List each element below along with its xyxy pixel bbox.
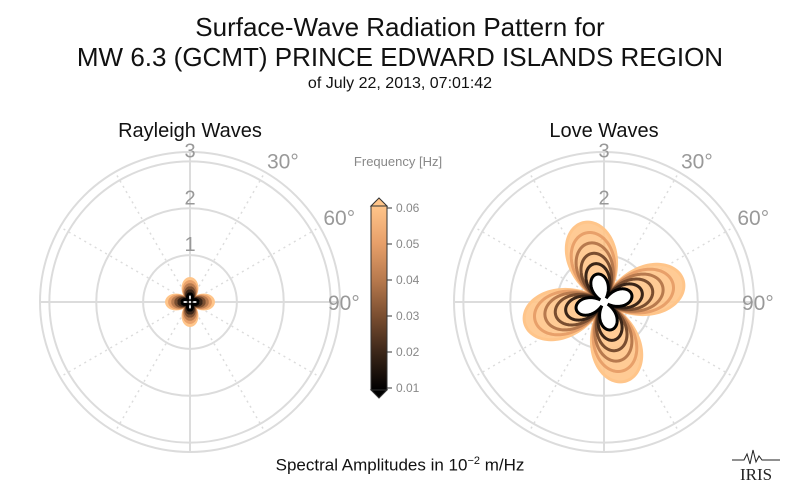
title-line-3: of July 22, 2013, 07:01:42 [307, 75, 493, 92]
rayleigh-spoke-150 [189, 301, 266, 433]
rayleigh-pattern-overlay-0 [180, 292, 200, 312]
rayleigh-spoke-300 [59, 226, 191, 303]
caption-base: 10 [448, 455, 468, 475]
iris-logo: IRIS [732, 449, 780, 484]
love-angle-label-60: 60° [737, 207, 769, 230]
colorbar-bar [370, 205, 388, 391]
colorbar-tick-label: 0.04 [396, 273, 420, 287]
rayleigh-spoke-210 [114, 301, 191, 433]
love-angle-label-30: 30° [681, 151, 713, 174]
colorbar-tick-label: 0.05 [396, 237, 420, 251]
title-line-2: MW 6.3 (GCMT) PRINCE EDWARD ISLANDS REGI… [76, 42, 724, 72]
rayleigh-plot-title: Rayleigh Waves [118, 120, 262, 142]
colorbar-tick-label: 0.03 [396, 309, 420, 323]
rayleigh-angle-label-90: 90° [328, 292, 360, 315]
love-radial-tick-2: 2 [598, 187, 609, 209]
love-spoke-210 [528, 301, 605, 433]
rayleigh-polar-plot: 1 2 3 30° 60° 90° [39, 140, 360, 453]
colorbar-tick-label: 0.06 [396, 201, 420, 215]
rayleigh-spoke-330 [114, 171, 191, 303]
love-plot-title: Love Waves [549, 120, 659, 142]
rayleigh-spoke-240 [59, 301, 191, 378]
colorbar-label: Frequency [Hz] [354, 154, 442, 169]
love-radial-tick-3: 3 [598, 140, 609, 162]
rayleigh-angle-label-60: 60° [323, 207, 355, 230]
love-spoke-300 [473, 226, 605, 303]
caption-exponent: −2 [467, 455, 480, 467]
rayleigh-radial-tick-1: 1 [184, 234, 195, 256]
love-angle-label-90: 90° [742, 292, 774, 315]
colorbar-tick-label: 0.01 [396, 381, 420, 395]
colorbar-bottom-arrow [369, 389, 389, 399]
colorbar-tick-label: 0.02 [396, 345, 420, 359]
rayleigh-radial-tick-3: 3 [184, 140, 195, 162]
frequency-colorbar: Frequency [Hz] 0.06 0.05 0.04 0.03 0.02 0.01 [354, 154, 442, 399]
svg-text:IRIS: IRIS [740, 465, 772, 484]
rayleigh-spoke-60 [189, 226, 321, 303]
caption-prefix: Spectral Amplitudes in [275, 455, 449, 475]
rayleigh-spoke-30 [189, 171, 266, 303]
love-pattern-overlay-0 [574, 272, 634, 332]
caption-unit: m/Hz [480, 455, 525, 475]
rayleigh-spoke-120 [189, 301, 321, 378]
colorbar-top-arrow [369, 197, 389, 207]
love-spoke-120 [603, 301, 735, 378]
title-line-1: Surface-Wave Radiation Pattern for [195, 12, 605, 42]
rayleigh-radial-tick-2: 2 [184, 187, 195, 209]
rayleigh-angle-label-30: 30° [267, 151, 299, 174]
amplitude-units-caption: Spectral Amplitudes in 10−2 m/Hz [0, 455, 800, 476]
love-spoke-30 [603, 171, 680, 303]
